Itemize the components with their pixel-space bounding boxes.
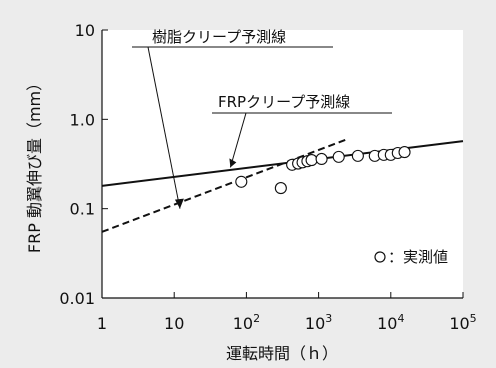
measured-point bbox=[315, 152, 328, 166]
x-tick-label: 1 bbox=[97, 314, 107, 333]
x-tick-label: 103 bbox=[305, 312, 332, 333]
measured-point bbox=[235, 175, 248, 188]
x-tick-label: 10 bbox=[164, 314, 184, 333]
x-tick-label: 105 bbox=[449, 312, 476, 333]
y-tick-label: 0.1 bbox=[70, 200, 95, 219]
x-tick-label: 104 bbox=[377, 312, 404, 333]
frp-leader-arrow bbox=[229, 158, 237, 168]
y-tick-label: 1.0 bbox=[70, 110, 95, 129]
y-axis-title: FRP 動翼伸び量（mm） bbox=[25, 75, 44, 253]
resin-creep-label: 樹脂クリープ予測線 bbox=[152, 28, 286, 46]
legend-marker bbox=[374, 251, 386, 263]
measured-point bbox=[398, 146, 411, 159]
y-tick-label: 10 bbox=[75, 21, 95, 40]
measured-points bbox=[235, 146, 411, 195]
measured-point bbox=[351, 149, 364, 162]
x-axis-title: 運転時間（ｈ） bbox=[226, 344, 338, 363]
x-tick-label: 102 bbox=[233, 312, 260, 333]
frp-creep-label: FRPクリープ予測線 bbox=[218, 93, 350, 111]
measured-point bbox=[332, 150, 345, 163]
y-tick-label: 0.01 bbox=[59, 289, 95, 308]
resin-leader-line bbox=[147, 46, 181, 209]
measured-point bbox=[274, 182, 287, 195]
measured-point bbox=[305, 154, 318, 167]
annotations: 樹脂クリープ予測線 FRPクリープ予測線 bbox=[132, 28, 392, 209]
legend-label: ：実測値 bbox=[388, 248, 448, 266]
resin-leader-arrow bbox=[174, 198, 184, 209]
frp-leader-line bbox=[229, 112, 247, 168]
